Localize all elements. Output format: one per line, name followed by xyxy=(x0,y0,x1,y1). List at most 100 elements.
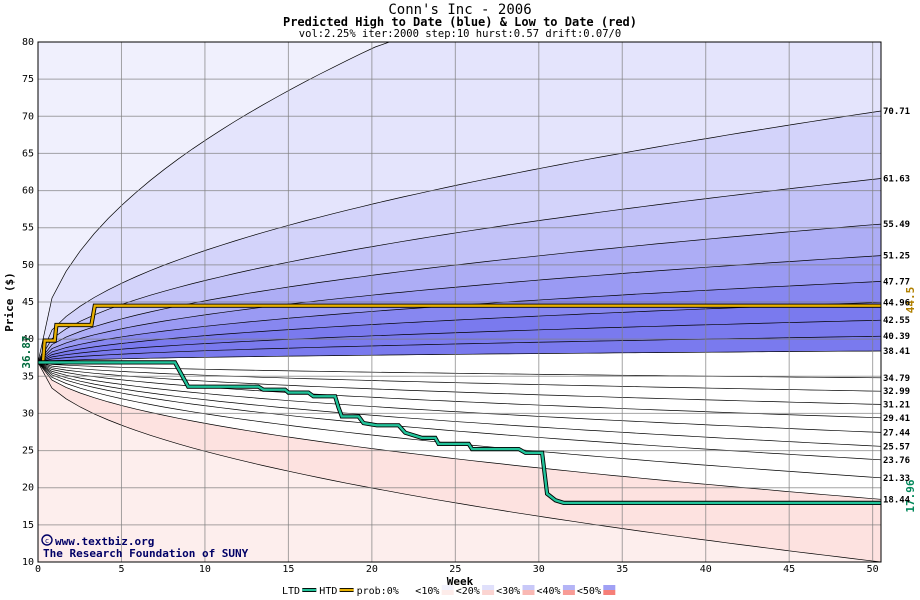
quantile-end-labels: 70.71 61.63 55.49 51.25 47.77 44.96 42.55 40.39… xyxy=(883,107,911,505)
y-tick-label: 60 xyxy=(22,186,34,197)
high-band-8 xyxy=(38,320,881,363)
x-tick-label: 0 xyxy=(35,564,41,575)
y-tick-label: 75 xyxy=(22,74,34,85)
y-tick-label: 25 xyxy=(22,446,34,457)
quantile-end-label: 32.99 xyxy=(883,387,910,397)
y-tick-label: 70 xyxy=(22,111,34,122)
quantile-line-12 xyxy=(37,362,882,392)
x-tick-label: 40 xyxy=(700,564,712,575)
quantile-end-label: 23.76 xyxy=(883,456,910,466)
quantile-end-label: 34.79 xyxy=(883,374,910,384)
quantile-end-label: 29.41 xyxy=(883,414,910,424)
y-tick-label: 10 xyxy=(22,557,34,568)
copyright-icon-glyph: c xyxy=(45,537,49,545)
legend-htd-label: HTD xyxy=(319,586,337,597)
quantile-line-15 xyxy=(37,362,882,433)
y-tick-label: 35 xyxy=(22,371,34,382)
quantile-line-17 xyxy=(37,362,882,461)
y-tick-label: 40 xyxy=(22,334,34,345)
x-tick-label: 50 xyxy=(867,564,879,575)
legend-prob-swatch-bottom xyxy=(562,590,575,595)
low-band-centre xyxy=(38,362,881,500)
x-tick-label: 25 xyxy=(449,564,461,575)
legend-prob-label: <30% xyxy=(496,586,520,597)
legend-prob-swatch-bottom xyxy=(482,590,495,595)
chart-params: vol:2.25% iter:2000 step:10 hurst:0.57 d… xyxy=(299,28,621,40)
quantile-end-label: 18.44 xyxy=(883,495,911,505)
y-tick-label: 55 xyxy=(22,223,34,234)
x-tick-label: 5 xyxy=(118,564,124,575)
y-tick-label: 30 xyxy=(22,408,34,419)
watermark: c www.textbiz.org The Research Foundatio… xyxy=(41,534,249,560)
high-band-centre xyxy=(38,351,881,363)
x-tick-label: 15 xyxy=(282,564,294,575)
y-tick-label: 80 xyxy=(22,37,34,48)
quantile-end-label: 40.39 xyxy=(883,332,910,342)
copyright-icon xyxy=(41,534,53,546)
quantile-end-label: 27.44 xyxy=(883,428,911,438)
y-axis-label: Price ($) xyxy=(3,272,16,332)
chart-subtitle: Predicted High to Date (blue) & Low to D… xyxy=(283,15,637,29)
quantile-end-label: 25.57 xyxy=(883,442,910,452)
high-band-9 xyxy=(38,336,881,363)
legend-prob-label: <10% xyxy=(415,586,439,597)
y-tick-label: 15 xyxy=(22,520,34,531)
quantile-end-label: 70.71 xyxy=(883,107,910,117)
quantile-line-1 xyxy=(37,110,882,363)
axes: 0 5 10 15 20 25 30 35 40 45 50 10 15 20 25 30 35 40 45 50 55… xyxy=(22,37,882,575)
quantile-end-label: 42.55 xyxy=(883,316,910,326)
low-band-0 xyxy=(38,362,881,562)
legend-prob-swatch-top xyxy=(441,585,454,590)
quantile-end-label: 44.96 xyxy=(883,298,910,308)
high-band-2 xyxy=(38,111,881,363)
quantile-end-label: 21.33 xyxy=(883,474,910,484)
legend-prob-swatch-top xyxy=(562,585,575,590)
legend-prob-swatch-bottom xyxy=(603,590,616,595)
y-tick-label: 50 xyxy=(22,260,34,271)
legend-prob-label: prob:0% xyxy=(357,586,399,597)
quantile-line-2 xyxy=(37,178,882,363)
legend-prob-swatch-top xyxy=(603,585,616,590)
quantile-end-label: 61.63 xyxy=(883,174,910,184)
quantile-end-label: 38.41 xyxy=(883,347,910,357)
quantile-end-label: 55.49 xyxy=(883,220,910,230)
x-tick-label: 35 xyxy=(616,564,628,575)
x-tick-label: 10 xyxy=(199,564,211,575)
legend-prob-label: <20% xyxy=(456,586,480,597)
start-price-label: 36.87 xyxy=(20,335,33,368)
plot-frame xyxy=(37,41,882,563)
quantile-line-13 xyxy=(37,362,882,405)
htd-last-label: 44.5 xyxy=(904,287,917,314)
quantile-end-label: 47.77 xyxy=(883,277,910,287)
y-tick-label: 65 xyxy=(22,148,34,159)
x-tick-label: 20 xyxy=(366,564,378,575)
quantile-end-label: 51.25 xyxy=(883,252,910,262)
quantile-line-9 xyxy=(37,350,882,363)
x-axis-label: Week xyxy=(447,575,474,588)
legend-prob-swatch-top xyxy=(482,585,495,590)
legend-prob-label: <50% xyxy=(577,586,601,597)
legend-prob-label: <40% xyxy=(537,586,561,597)
y-tick-label: 20 xyxy=(22,483,34,494)
high-band-3 xyxy=(38,178,881,363)
legend-prob-swatch-bottom xyxy=(401,590,414,595)
legend-prob-swatch-top xyxy=(522,585,535,590)
y-tick-label: 45 xyxy=(22,297,34,308)
quantile-line-10 xyxy=(37,362,882,563)
x-tick-label: 30 xyxy=(533,564,545,575)
quantile-end-label: 31.21 xyxy=(883,400,910,410)
quantile-line-8 xyxy=(37,335,882,363)
legend-prob-swatch-bottom xyxy=(522,590,535,595)
high-band-4 xyxy=(38,224,881,363)
quantile-line-16 xyxy=(37,362,882,447)
high-band-5 xyxy=(38,255,881,363)
legend-prob-swatch-bottom xyxy=(441,590,454,595)
watermark-org: The Research Foundation of SUNY xyxy=(43,547,249,560)
watermark-url: www.textbiz.org xyxy=(55,535,154,548)
high-band-1 xyxy=(38,42,881,363)
htd-line xyxy=(38,304,881,364)
legend-prob-swatch-top xyxy=(401,585,414,590)
series-lines xyxy=(38,303,881,505)
x-tick-label: 45 xyxy=(783,564,795,575)
